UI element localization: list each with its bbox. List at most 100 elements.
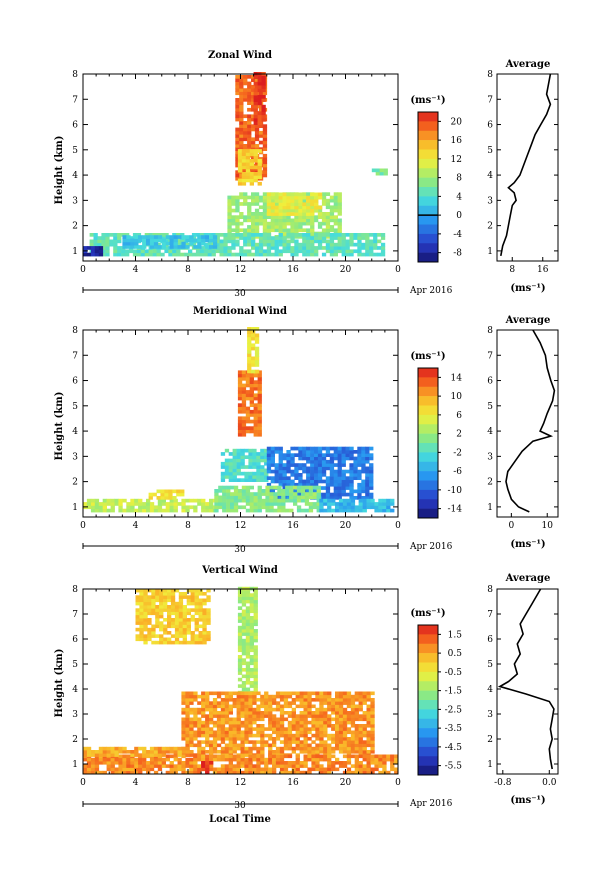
vertical-cell [315,754,320,759]
zonal-cell [262,225,268,229]
vertical-cell [245,590,251,594]
meridional-cell [244,448,249,453]
vertical-cell [245,645,251,649]
meridional-cell [126,508,131,513]
vertical-cell [283,770,289,775]
vertical-cell [134,770,139,775]
vertical-cell [338,717,344,722]
meridional-cell [253,498,258,503]
vertical-cell [303,737,308,741]
vertical-cell [159,640,164,645]
meridional-colorbar-swatch [418,480,438,491]
zonal-cell [257,168,262,173]
meridional-cell [249,386,254,391]
zonal-cell [243,218,248,223]
meridional-profile-y-tick-label: 7 [487,351,493,361]
zonal-cell [310,246,315,250]
vertical-cell [390,767,395,772]
meridional-cell [240,461,245,466]
meridional-colorbar-swatch [418,443,438,453]
zonal-cell [270,208,275,213]
zonal-cell [282,246,287,250]
vertical-cell [110,770,115,775]
meridional-x-tick-label: 8 [185,521,191,531]
vertical-colorbar-swatch [418,681,438,691]
zonal-cell [243,239,248,244]
vertical-cell [220,724,226,728]
vertical-cell [189,761,194,765]
zonal-cell [251,78,256,82]
vertical-cell [295,743,300,748]
meridional-cell [290,473,295,477]
zonal-cell [134,245,139,249]
zonal-cell [325,202,331,206]
meridional-cell [261,505,266,510]
zonal-cell [241,149,247,153]
meridional-cell [146,505,151,510]
vertical-cell [378,761,383,765]
vertical-cell [291,746,296,751]
vertical-cell [197,701,202,705]
vertical-height-label: Height (km) [54,649,65,718]
zonal-cell [286,192,291,197]
zonal-cell [290,205,295,210]
vertical-cell [240,691,245,696]
meridional-colorbar-tick-label: 2 [456,430,462,440]
zonal-cell [237,168,243,173]
zonal-cell [239,144,244,148]
zonal-cell [247,249,252,254]
vertical-cell [118,770,123,775]
meridional-cell [282,486,287,490]
zonal-cell [247,212,252,216]
zonal-cell [245,165,251,170]
zonal-cell [254,130,260,135]
meridional-cell [172,489,177,494]
zonal-cell [261,78,266,83]
meridional-cell [157,508,163,513]
vertical-cell [253,638,258,643]
meridional-cell [245,396,251,401]
zonal-cell [325,228,331,233]
meridional-cell [366,502,371,506]
meridional-cell [232,471,237,476]
meridional-cell [270,479,275,484]
vertical-cell [142,757,147,762]
vertical-cell [165,757,170,762]
meridional-cell [257,413,262,417]
vertical-cell [260,737,265,741]
zonal-cell [274,195,279,200]
vertical-cell [315,730,320,735]
zonal-profile-x-tick-label: 16 [537,265,549,275]
zonal-cell [138,238,143,243]
vertical-cell [319,737,324,741]
zonal-cell [290,202,295,207]
meridional-cell [156,496,161,500]
vertical-cell [197,733,202,738]
meridional-cell [222,502,227,506]
vertical-cell [228,761,233,765]
meridional-cell [365,466,370,471]
meridional-profile-y-tick-label: 6 [487,377,493,387]
zonal-cell [243,114,248,119]
zonal-cell [227,239,232,244]
meridional-cell [374,508,379,513]
vertical-cell [237,612,243,617]
zonal-cell [97,236,102,240]
meridional-cell [345,453,350,457]
vertical-cell [248,720,253,725]
meridional-cell [245,495,251,500]
vertical-cell [331,754,336,759]
meridional-cell [365,453,370,457]
zonal-cell [321,215,327,219]
meridional-cell [331,508,336,513]
zonal-cell [282,218,287,223]
vertical-cell [248,727,253,731]
meridional-cell [314,453,319,457]
meridional-cell [282,482,287,487]
vertical-cell [335,724,340,728]
meridional-cell [321,459,327,464]
vertical-cell [161,764,166,768]
zonal-cell [282,221,287,226]
vertical-cell [244,730,249,735]
